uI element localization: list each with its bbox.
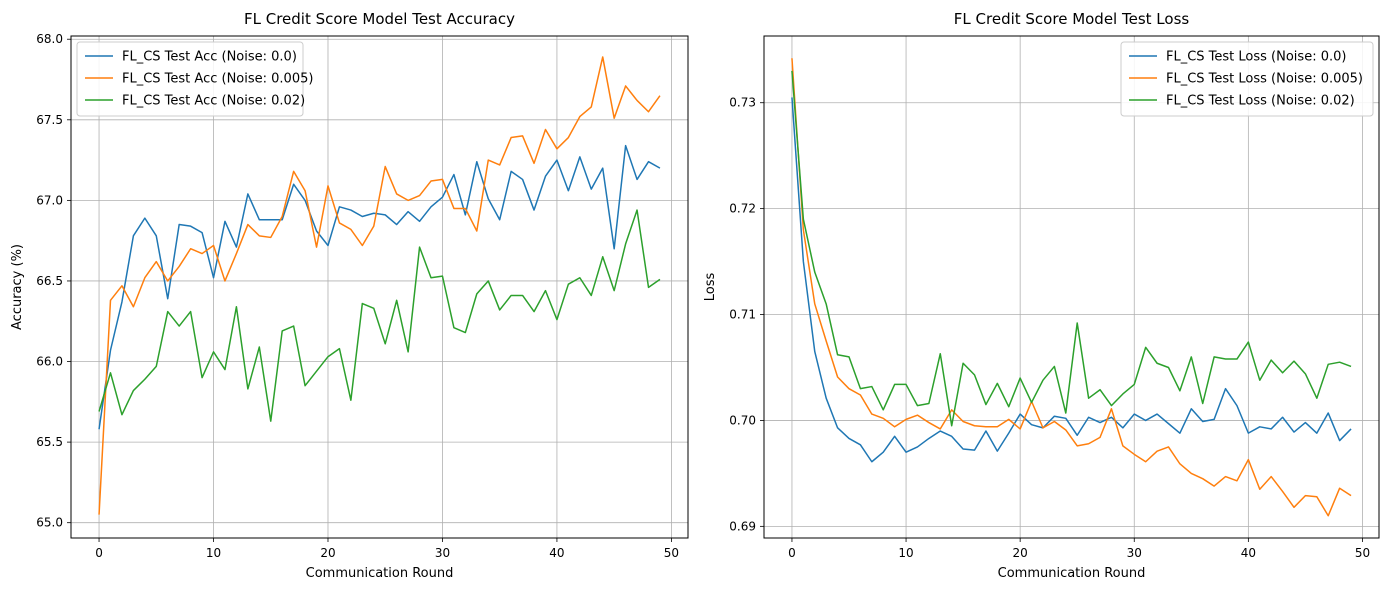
x-tick-label: 30 — [435, 546, 450, 560]
x-tick-label: 20 — [320, 546, 335, 560]
legend-entry: FL_CS Test Loss (Noise: 0.0) — [1166, 50, 1346, 65]
legend: FL_CS Test Loss (Noise: 0.0) FL_CS Test L… — [1120, 41, 1374, 117]
x-tick-label: 20 — [1013, 546, 1028, 560]
y-tick-label: 0.69 — [729, 519, 756, 533]
legend-entry: FL_CS Test Loss (Noise: 0.02) — [1166, 94, 1355, 109]
chart-title: FL Credit Score Model Test Accuracy — [244, 10, 515, 28]
y-tick-label: 67.5 — [36, 113, 63, 127]
y-axis-label: Accuracy (%) — [10, 244, 25, 330]
y-tick-label: 0.72 — [729, 202, 756, 216]
legend-entry: FL_CS Test Acc (Noise: 0.005) — [122, 72, 313, 87]
chart-title: FL Credit Score Model Test Loss — [954, 10, 1190, 28]
y-tick-label: 0.71 — [729, 308, 756, 322]
legend-entry: FL_CS Test Acc (Noise: 0.02) — [122, 94, 305, 109]
y-axis-label: Loss — [703, 273, 718, 302]
x-axis-label: Communication Round — [306, 566, 454, 581]
series-line-3 — [98, 209, 661, 422]
y-tick-label: 0.73 — [729, 96, 756, 110]
legend-entry: FL_CS Test Loss (Noise: 0.005) — [1166, 72, 1363, 87]
x-axis-label: Communication Round — [998, 566, 1146, 581]
plot-frame — [763, 35, 1380, 539]
y-tick-label: 66.5 — [36, 274, 63, 288]
legend-box — [1120, 41, 1374, 117]
loss-chart: FL Credit Score Model Test Loss 0 10 20 30 4… — [703, 10, 1380, 581]
plot-frame — [70, 35, 689, 539]
y-tick-label: 66.0 — [36, 355, 63, 369]
series-line-2 — [98, 56, 661, 515]
x-tick-label: 40 — [1241, 546, 1256, 560]
y-tick-label: 65.0 — [36, 516, 63, 530]
y-tick-label: 67.0 — [36, 193, 63, 207]
series-line-1 — [98, 144, 661, 430]
x-tick-label: 10 — [206, 546, 221, 560]
series-line-2 — [791, 58, 1352, 517]
legend-entry: FL_CS Test Acc (Noise: 0.0) — [122, 50, 297, 65]
x-tick-label: 0 — [95, 546, 103, 560]
x-tick-label: 50 — [1355, 546, 1370, 560]
series-line-1 — [791, 97, 1352, 463]
legend: FL_CS Test Acc (Noise: 0.0) FL_CS Test Ac… — [76, 41, 313, 117]
x-tick-label: 10 — [898, 546, 913, 560]
x-tick-label: 40 — [549, 546, 564, 560]
x-tick-label: 0 — [788, 546, 796, 560]
series-line-3 — [791, 70, 1352, 427]
accuracy-chart: FL Credit Score Model Test Accuracy 0 10 2… — [10, 10, 689, 581]
y-tick-label: 65.5 — [36, 435, 63, 449]
y-tick-label: 68.0 — [36, 32, 63, 46]
x-tick-label: 30 — [1127, 546, 1142, 560]
x-tick-label: 50 — [664, 546, 679, 560]
y-tick-label: 0.70 — [729, 413, 756, 427]
legend-box — [76, 41, 304, 117]
